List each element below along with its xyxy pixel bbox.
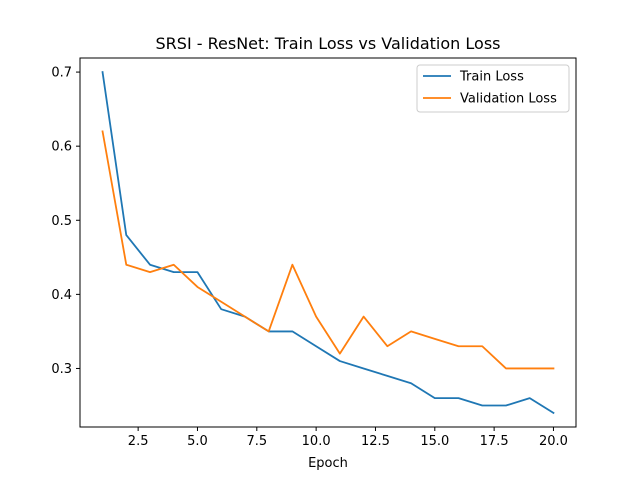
y-axis-ticks: 0.3 0.4 0.5 0.6 0.7 bbox=[51, 66, 80, 377]
axes-frame bbox=[79, 57, 577, 428]
y-tick-label: 0.3 bbox=[51, 362, 72, 377]
x-tick-label: 2.5 bbox=[128, 434, 149, 449]
series-line-train-loss bbox=[101, 71, 555, 415]
legend-label: Validation Loss bbox=[460, 92, 557, 107]
y-tick-label: 0.4 bbox=[51, 288, 72, 303]
plot-area bbox=[101, 71, 555, 415]
x-tick-label: 12.5 bbox=[361, 434, 390, 449]
legend-label: Train Loss bbox=[459, 70, 524, 85]
x-axis-ticks: 2.5 5.0 7.5 10.0 12.5 15.0 17.5 20.0 bbox=[128, 427, 568, 449]
x-tick-label: 15.0 bbox=[420, 434, 449, 449]
series-line-validation-loss bbox=[101, 130, 555, 370]
y-tick-label: 0.6 bbox=[51, 140, 72, 155]
legend: Train Loss Validation Loss bbox=[416, 64, 570, 113]
x-tick-label: 7.5 bbox=[246, 434, 267, 449]
x-tick-label: 10.0 bbox=[302, 434, 331, 449]
x-axis-label: Epoch bbox=[308, 456, 348, 471]
y-tick-label: 0.7 bbox=[51, 66, 72, 81]
x-tick-label: 5.0 bbox=[187, 434, 208, 449]
x-tick-label: 17.5 bbox=[480, 434, 509, 449]
x-tick-label: 20.0 bbox=[539, 434, 568, 449]
chart-title: SRSI - ResNet: Train Loss vs Validation … bbox=[156, 34, 501, 53]
legend-box bbox=[416, 64, 570, 113]
y-tick-label: 0.5 bbox=[51, 214, 72, 229]
